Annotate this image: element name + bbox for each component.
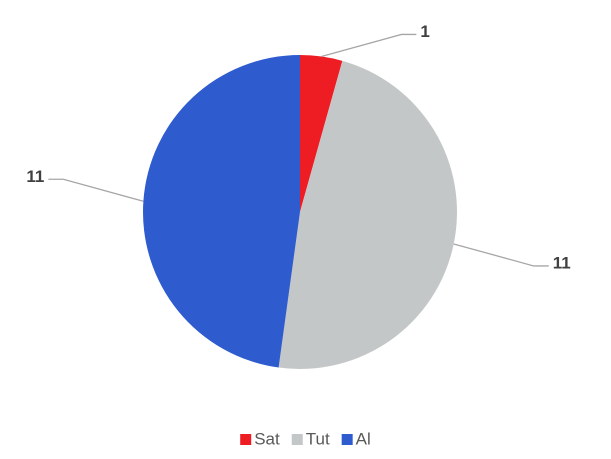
legend-swatch bbox=[291, 434, 303, 445]
leader-line bbox=[453, 243, 549, 267]
data-label: 11 bbox=[26, 167, 44, 186]
leader-line bbox=[321, 33, 417, 58]
data-label: 1 bbox=[420, 22, 429, 41]
legend-label: Tut bbox=[306, 429, 330, 448]
legend-swatch bbox=[341, 434, 353, 445]
pie-slice bbox=[300, 55, 343, 212]
data-label: 11 bbox=[553, 253, 571, 272]
leader-line bbox=[48, 178, 144, 202]
legend-label: Sat bbox=[254, 429, 280, 448]
pie-slice bbox=[278, 60, 457, 369]
legend-swatch bbox=[240, 434, 252, 445]
pie-slice bbox=[143, 55, 300, 368]
legend-label: Al bbox=[356, 429, 371, 448]
